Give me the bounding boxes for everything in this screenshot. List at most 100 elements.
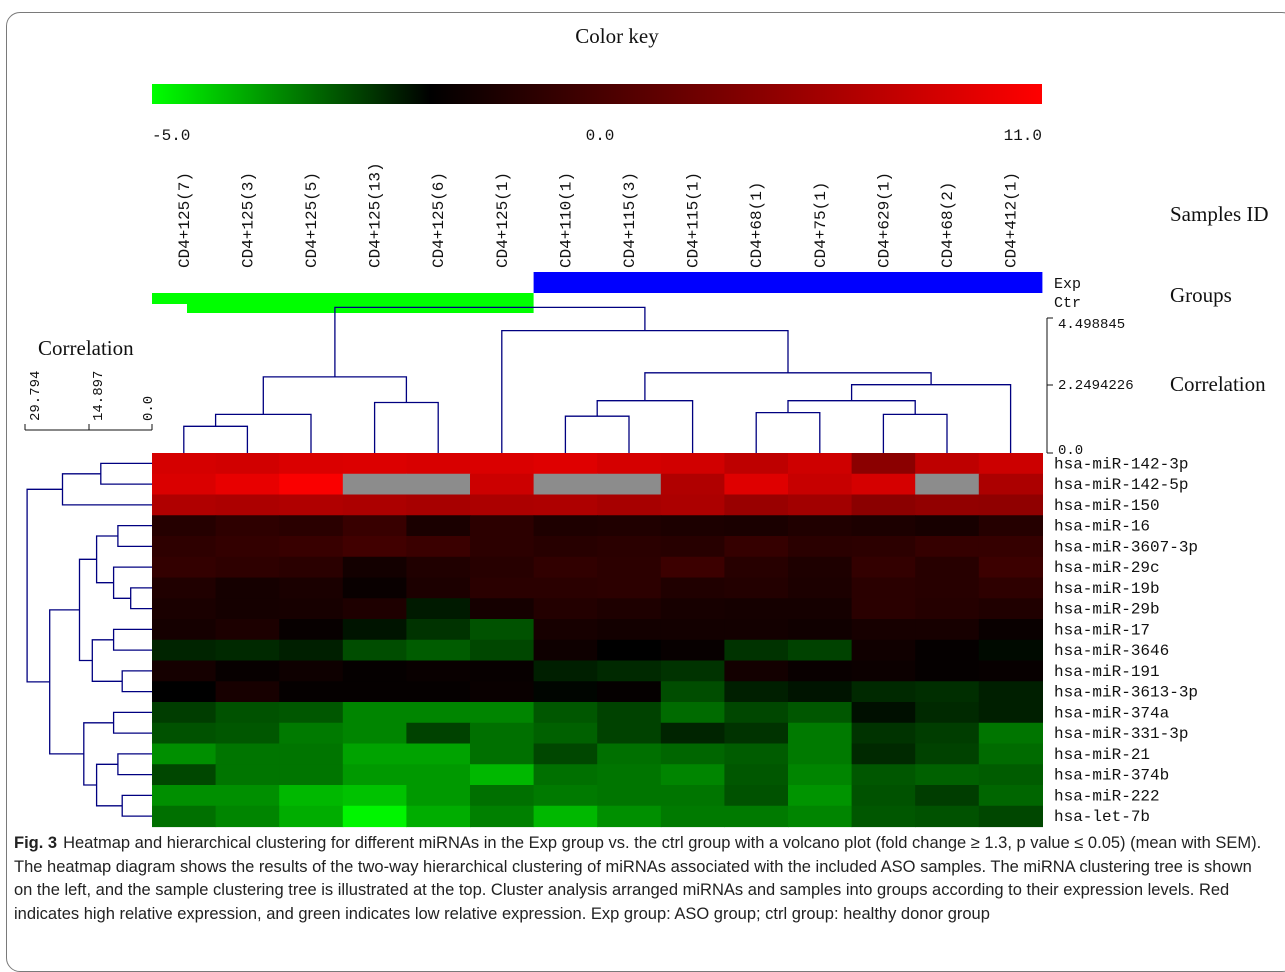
sample-dendrogram-link — [755, 411, 821, 453]
heatmap-cell — [342, 598, 407, 620]
heatmap-cell — [851, 536, 916, 558]
heatmap-cell — [533, 494, 598, 516]
heatmap-cell — [724, 494, 789, 516]
heatmap-cell — [851, 639, 916, 662]
heatmap-cell — [660, 743, 725, 765]
heatmap-cell — [533, 722, 598, 745]
heatmap-cell — [724, 743, 789, 765]
heatmap-cell — [915, 619, 980, 641]
heatmap-cell — [470, 764, 535, 786]
gene-label: hsa-miR-142-5p — [1054, 476, 1188, 494]
heatmap-cell — [597, 556, 662, 579]
heatmap-cell — [978, 743, 1043, 765]
heatmap-cell — [215, 681, 280, 703]
heatmap-cell — [215, 639, 280, 662]
sample-label: CD4+125(1) — [494, 172, 512, 268]
gene-label: hsa-let-7b — [1054, 808, 1150, 826]
heatmap-cell — [279, 702, 344, 724]
heatmap-cell — [279, 619, 344, 641]
heatmap-cell — [915, 494, 980, 516]
heatmap-cell — [152, 494, 217, 516]
heatmap-cell — [406, 556, 471, 579]
heatmap-cell — [279, 660, 344, 682]
heatmap-cell — [915, 785, 980, 807]
sample-label: CD4+68(1) — [748, 182, 766, 268]
heatmap-cell — [342, 556, 407, 579]
heatmap-cell — [533, 453, 598, 475]
heatmap-cell — [978, 639, 1043, 662]
heatmap-cell — [406, 764, 471, 786]
heatmap-cell — [342, 619, 407, 641]
heatmap-cell — [279, 577, 344, 599]
gene-label: hsa-miR-374b — [1054, 767, 1169, 785]
heatmap-cell — [851, 619, 916, 641]
heatmap-cell — [788, 743, 853, 765]
heatmap-cell — [978, 619, 1043, 641]
group-label-ctr: Ctr — [1054, 295, 1081, 312]
heatmap-cell — [470, 805, 535, 828]
heatmap-cell — [406, 722, 471, 745]
sample-dendrogram-link — [564, 415, 630, 453]
sample-dendrogram-link — [596, 400, 694, 453]
heatmap-cell — [406, 743, 471, 765]
heatmap-cell — [660, 515, 725, 537]
heatmap-cell — [597, 473, 662, 496]
heatmap-cell — [788, 515, 853, 537]
heatmap-cell — [597, 536, 662, 558]
group-bar-ctr — [187, 304, 534, 313]
heatmap-cell — [724, 577, 789, 599]
heatmap-cell — [279, 598, 344, 620]
color-key-min-label: -5.0 — [152, 127, 190, 145]
sample-label: CD4+629(1) — [875, 172, 893, 268]
heatmap-cell — [152, 702, 217, 724]
heatmap-cell — [342, 805, 407, 828]
heatmap-cell — [406, 785, 471, 807]
heatmap-cell — [533, 577, 598, 599]
heatmap-cell — [788, 722, 853, 745]
heatmap-cell — [533, 515, 598, 537]
gene-label: hsa-miR-3607-3p — [1054, 538, 1198, 556]
gene-label: hsa-miR-29b — [1054, 601, 1160, 619]
group-bars — [152, 272, 1043, 313]
sample-label: CD4+125(7) — [176, 172, 194, 268]
groups-title: Groups — [1170, 283, 1232, 307]
caption-label: Fig. 3 — [14, 834, 58, 852]
heatmap-cell — [533, 681, 598, 703]
heatmap-cell — [660, 785, 725, 807]
heatmap-cell — [406, 681, 471, 703]
heatmap-cell — [978, 577, 1043, 599]
heatmap-cell — [788, 494, 853, 516]
heatmap-cell — [597, 598, 662, 620]
sample-label: CD4+125(3) — [239, 172, 257, 268]
heatmap-cells — [152, 453, 1043, 828]
gene-label: hsa-miR-19b — [1054, 580, 1160, 598]
heatmap-cell — [279, 639, 344, 662]
color-key-max-label: 11.0 — [1004, 127, 1042, 145]
heatmap-cell — [470, 577, 535, 599]
heatmap-cell — [978, 453, 1043, 475]
heatmap-cell — [470, 619, 535, 641]
sample-labels: CD4+125(7) CD4+125(3) CD4+125(5) CD4+125(13… — [176, 162, 1021, 268]
heatmap-cell — [215, 743, 280, 765]
heatmap-cell — [152, 764, 217, 786]
sample-dendrogram-link — [373, 401, 439, 453]
heatmap-cell — [851, 660, 916, 682]
heatmap-cell — [342, 473, 407, 496]
heatmap-cell — [152, 805, 217, 828]
heatmap-cell — [978, 598, 1043, 620]
heatmap-cell — [215, 785, 280, 807]
gene-dendrogram-link — [121, 794, 152, 817]
sample-dendrogram-link — [334, 306, 646, 377]
heatmap-cell — [597, 639, 662, 662]
heatmap-cell — [152, 577, 217, 599]
heatmap-cell — [152, 660, 217, 682]
heatmap-cell — [597, 702, 662, 724]
heatmap-cell — [279, 515, 344, 537]
heatmap-cell — [279, 764, 344, 786]
heatmap-cell — [279, 743, 344, 765]
gene-dendrogram-link — [130, 587, 152, 610]
heatmap-cell — [788, 536, 853, 558]
heatmap-cell — [724, 660, 789, 682]
heatmap-cell — [724, 473, 789, 496]
heatmap-cell — [915, 598, 980, 620]
